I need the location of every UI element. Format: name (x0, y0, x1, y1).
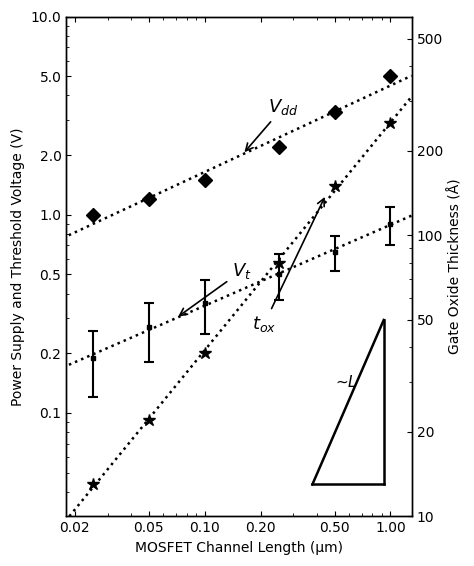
Text: ~$L$: ~$L$ (335, 374, 358, 391)
Text: $V_{dd}$: $V_{dd}$ (246, 97, 299, 151)
X-axis label: MOSFET Channel Length (μm): MOSFET Channel Length (μm) (135, 541, 343, 555)
Y-axis label: Gate Oxide Thickness (Å): Gate Oxide Thickness (Å) (448, 179, 463, 354)
Y-axis label: Power Supply and Threshold Voltage (V): Power Supply and Threshold Voltage (V) (11, 127, 25, 406)
Text: $V_t$: $V_t$ (180, 261, 252, 315)
Text: $t_{ox}$: $t_{ox}$ (252, 199, 324, 334)
